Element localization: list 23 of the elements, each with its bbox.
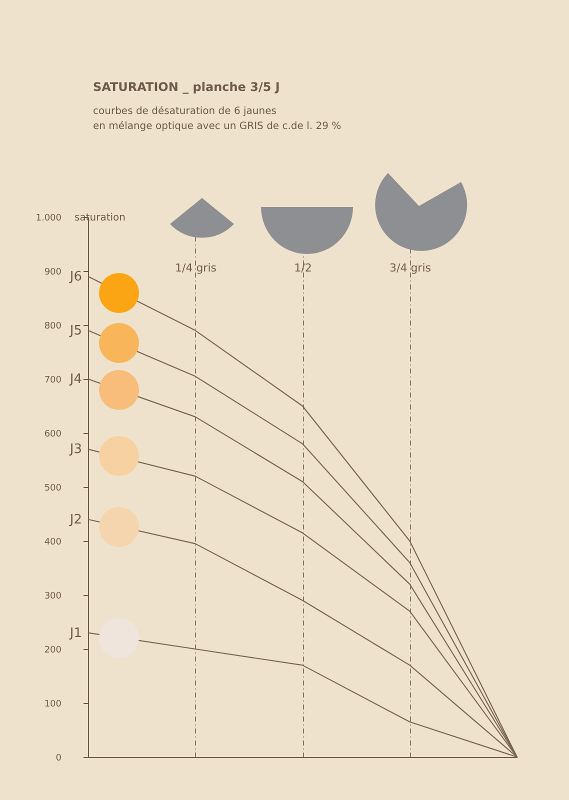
y-tick-label: 700	[44, 376, 62, 386]
y-tick-label: 900	[44, 268, 62, 278]
y-tick-label: 400	[44, 538, 62, 548]
y-axis-title: saturation	[74, 212, 126, 224]
y-tick-label: 300	[44, 592, 62, 602]
series-label: J1	[68, 626, 82, 641]
x-tick-label: 1/4 gris	[175, 262, 217, 274]
y-tick-label: 500	[44, 484, 62, 494]
y-tick-label: 200	[44, 646, 62, 656]
y-tick-label: 0	[56, 754, 62, 764]
legend-label: J6	[68, 269, 82, 284]
chart-subtitle: courbes de désaturation de 6 jaunes en mélange optique avec un GRIS de c.de l. 29 %	[93, 106, 342, 132]
series-label: J2	[68, 512, 82, 528]
chart-title: SATURATION _ planche 3/5 J	[93, 80, 280, 94]
y-tick-label: 100	[44, 700, 62, 710]
legend-label: J5	[68, 323, 82, 338]
y-tick-label: 1.000	[36, 214, 62, 224]
legend-label: J4	[68, 372, 82, 387]
x-tick-label: 3/4 gris	[390, 262, 432, 274]
y-tick-label: 600	[44, 430, 62, 440]
y-tick-label: 800	[44, 322, 62, 332]
series-label: J3	[68, 442, 82, 458]
x-tick-label: 1/2	[294, 262, 312, 274]
